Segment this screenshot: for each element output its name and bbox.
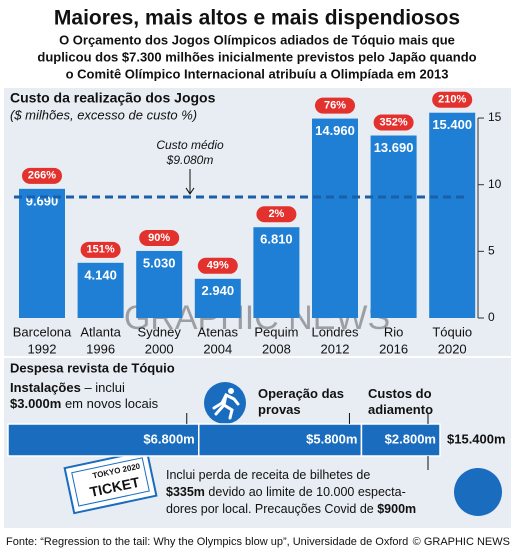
note-part: dores por local. Precauções Covid de: [166, 502, 377, 516]
x-tick-label: Sydney: [138, 324, 182, 339]
segment-name: Operação das: [258, 386, 344, 401]
segment: [360, 423, 441, 457]
overrun-label: 49%: [207, 260, 229, 272]
overrun-pill: [139, 229, 180, 246]
x-tick-label: 2000: [145, 341, 174, 356]
segment-name-part: – inclui: [81, 380, 125, 395]
average-label: Custo médio: [156, 138, 224, 152]
chart-title: Despesa revista de Tóquio: [10, 360, 175, 375]
segment-label: $2.800m: [385, 431, 436, 446]
overrun-pill: [315, 97, 355, 114]
value-label: 5.030: [143, 255, 176, 270]
overrun-label: 2%: [268, 208, 284, 220]
segment-label: $5.800m: [306, 431, 357, 446]
bar: [253, 227, 300, 318]
y-tick-label: 0: [488, 310, 495, 324]
note-part: devido ao limite de 10.000 especta-: [205, 485, 406, 499]
bar: [370, 135, 417, 318]
segment-name-part: $3.000m: [10, 396, 61, 411]
segment: [7, 423, 200, 457]
x-tick-label: Rio: [384, 324, 404, 339]
credit: © GRAPHIC NEWS: [413, 536, 510, 548]
x-tick-label: 2016: [379, 341, 408, 356]
overrun-pill: [22, 167, 62, 184]
total-label: $15.400m: [447, 431, 506, 446]
x-tick-label: 2004: [203, 341, 232, 356]
bar: [77, 262, 124, 318]
overrun-pill: [80, 241, 121, 258]
y-tick-label: 10: [488, 177, 502, 191]
segment-name-part: adiamento: [368, 402, 433, 417]
segment-name-part: Custos do: [368, 386, 432, 401]
x-tick-label: 2020: [438, 341, 467, 356]
overrun-pill: [432, 91, 473, 108]
x-tick-label: Atlanta: [80, 324, 121, 339]
segment-name: $3.000m em novos locais: [10, 396, 159, 411]
segment-name-part: Operação das: [258, 386, 344, 401]
x-tick-label: Londres: [312, 324, 359, 339]
x-tick-label: 1996: [86, 341, 115, 356]
source: Fonte: “Regression to the tail: Why the …: [6, 536, 408, 548]
bar: [194, 278, 241, 318]
x-tick-label: Barcelona: [13, 324, 72, 339]
segment-name: adiamento: [368, 402, 433, 417]
note: dores por local. Precauções Covid de $90…: [166, 502, 416, 516]
bar: [136, 250, 183, 318]
segment-name-part: Instalações: [10, 380, 81, 395]
headline: Maiores, mais altos e mais dispendiosos: [54, 7, 460, 30]
y-tick-label: 5: [488, 244, 495, 258]
segment-name: Instalações – inclui: [10, 380, 125, 395]
overrun-label: 210%: [438, 94, 466, 106]
chart-title: Custo da realização dos Jogos: [10, 90, 216, 106]
bar: [312, 118, 358, 319]
x-tick-label: Atenas: [198, 324, 239, 339]
value-label: 4.140: [84, 267, 117, 282]
overrun-label: 76%: [324, 99, 346, 111]
segment-name-part: em novos locais: [61, 396, 158, 411]
virus-icon: [454, 468, 502, 516]
note: $335m devido ao limite de 10.000 especta…: [166, 485, 406, 499]
overrun-label: 352%: [380, 116, 408, 128]
subtitle: o Comitê Olímpico Internacional atribuíu…: [66, 66, 449, 81]
segment-name: provas: [258, 402, 301, 417]
subtitle: O Orçamento dos Jogos Olímpicos adiados …: [59, 32, 455, 47]
y-tick-label: 15: [488, 110, 502, 124]
note-part: Inclui perda de receita de bilhetes de: [166, 468, 370, 482]
runner-icon: [204, 382, 246, 424]
chart-subtitle: ($ milhões, excesso de custo %): [10, 107, 197, 122]
value-label: 13.690: [374, 140, 414, 155]
segment-label: $6.800m: [143, 431, 194, 446]
overrun-pill: [256, 206, 297, 223]
x-tick-label: 1992: [28, 341, 57, 356]
ticket-icon: TOKYO 2020 TICKET: [63, 449, 158, 515]
bar: [429, 112, 476, 318]
x-tick-label: Pequim: [254, 324, 298, 339]
subtitle: duplicou dos $7.300 milhões inicialmente…: [37, 49, 476, 64]
overrun-pill: [197, 257, 238, 274]
bar: [19, 188, 65, 318]
value-label: 14.960: [315, 123, 355, 138]
value-label: 2.940: [202, 283, 235, 298]
value-label: 15.400: [432, 117, 472, 132]
note-part: $335m: [166, 485, 205, 499]
note-part: $900m: [377, 502, 416, 516]
segment-name-part: provas: [258, 402, 301, 417]
x-tick-label: 2008: [262, 341, 291, 356]
value-label: 6.810: [260, 232, 293, 247]
x-tick-label: Tóquio: [432, 324, 472, 339]
overrun-pill: [373, 114, 414, 131]
x-tick-label: 2012: [321, 341, 350, 356]
average-label: $9.080m: [166, 153, 214, 167]
note: Inclui perda de receita de bilhetes de: [166, 468, 370, 482]
segment-name: Custos do: [368, 386, 432, 401]
overrun-label: 266%: [28, 170, 56, 182]
overrun-label: 90%: [148, 232, 170, 244]
average-pointer: [185, 169, 195, 195]
overrun-label: 151%: [87, 244, 115, 256]
